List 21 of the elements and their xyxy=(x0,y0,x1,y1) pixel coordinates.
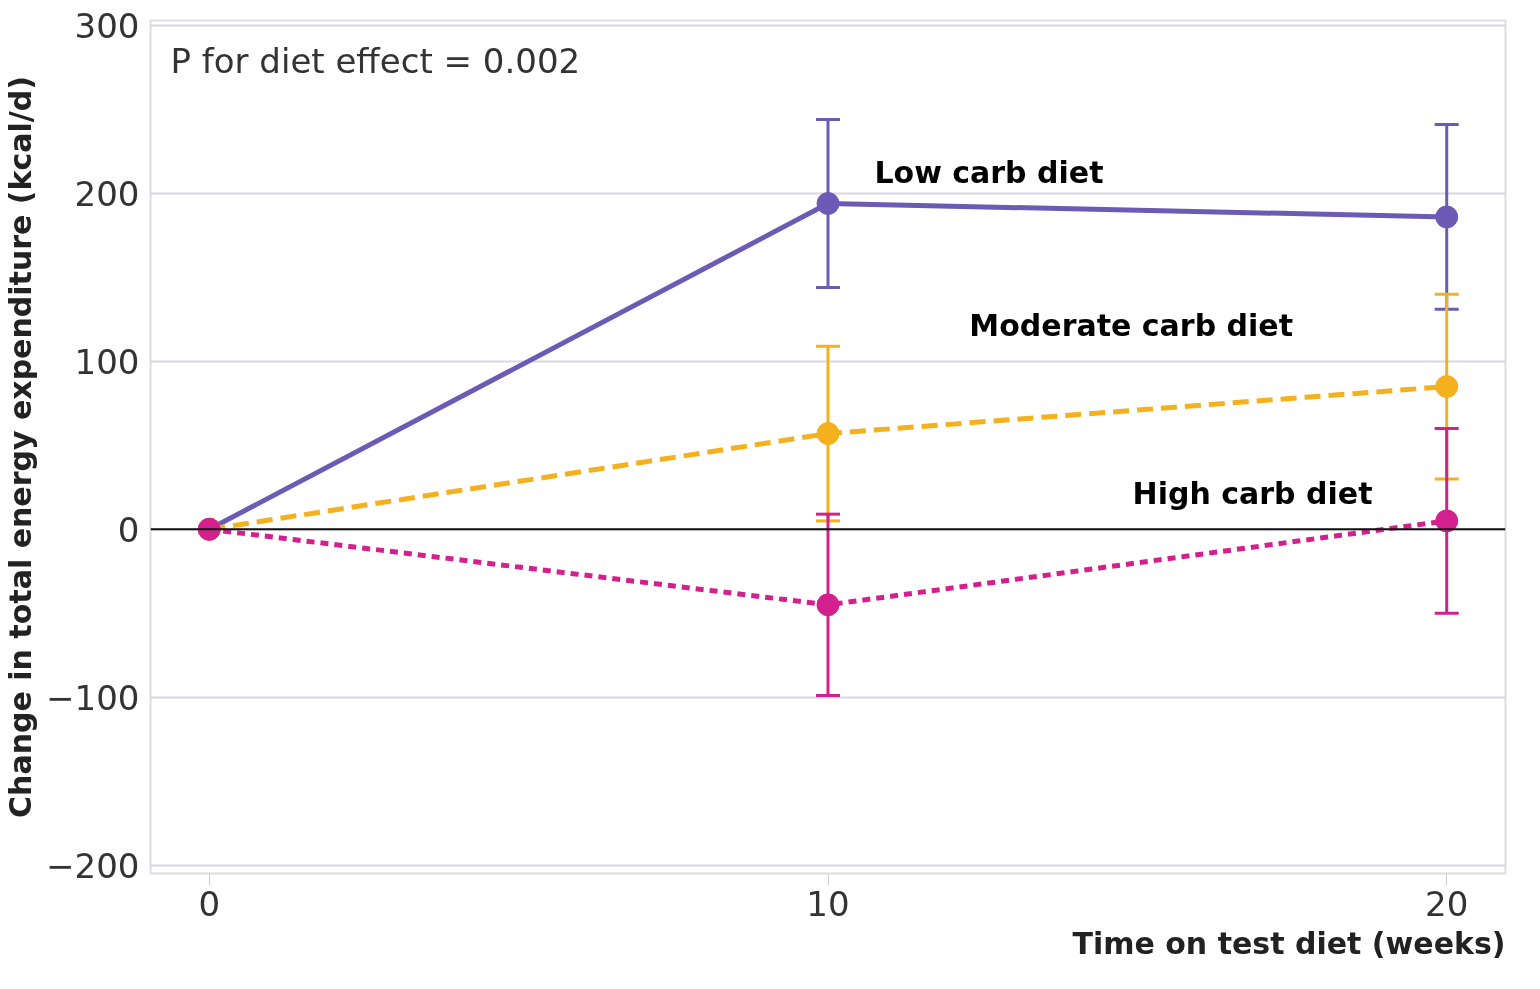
series-label: Moderate carb diet xyxy=(969,308,1294,344)
y-axis-title: Change in total energy expenditure (kcal/d) xyxy=(3,76,39,818)
y-tick-label: 200 xyxy=(74,173,140,214)
x-tick-label: 20 xyxy=(1425,883,1469,924)
series-label: High carb diet xyxy=(1132,475,1373,511)
point xyxy=(1435,375,1459,399)
point xyxy=(816,593,840,617)
y-tick-label: 100 xyxy=(74,341,140,382)
point xyxy=(816,192,840,215)
y-tick-label: −100 xyxy=(46,677,140,718)
point xyxy=(1435,509,1459,533)
point xyxy=(1435,205,1459,229)
point xyxy=(816,422,840,446)
x-tick-label: 0 xyxy=(198,883,221,924)
y-tick-label: 0 xyxy=(117,509,140,550)
y-tick-label: −200 xyxy=(46,845,140,886)
x-tick-label: 10 xyxy=(806,883,850,924)
x-axis-title: Time on test diet (weeks) xyxy=(1072,925,1506,961)
series-label: Low carb diet xyxy=(874,155,1104,191)
annotation: P for diet effect = 0.002 xyxy=(170,40,581,81)
y-tick-label: 300 xyxy=(74,6,140,47)
